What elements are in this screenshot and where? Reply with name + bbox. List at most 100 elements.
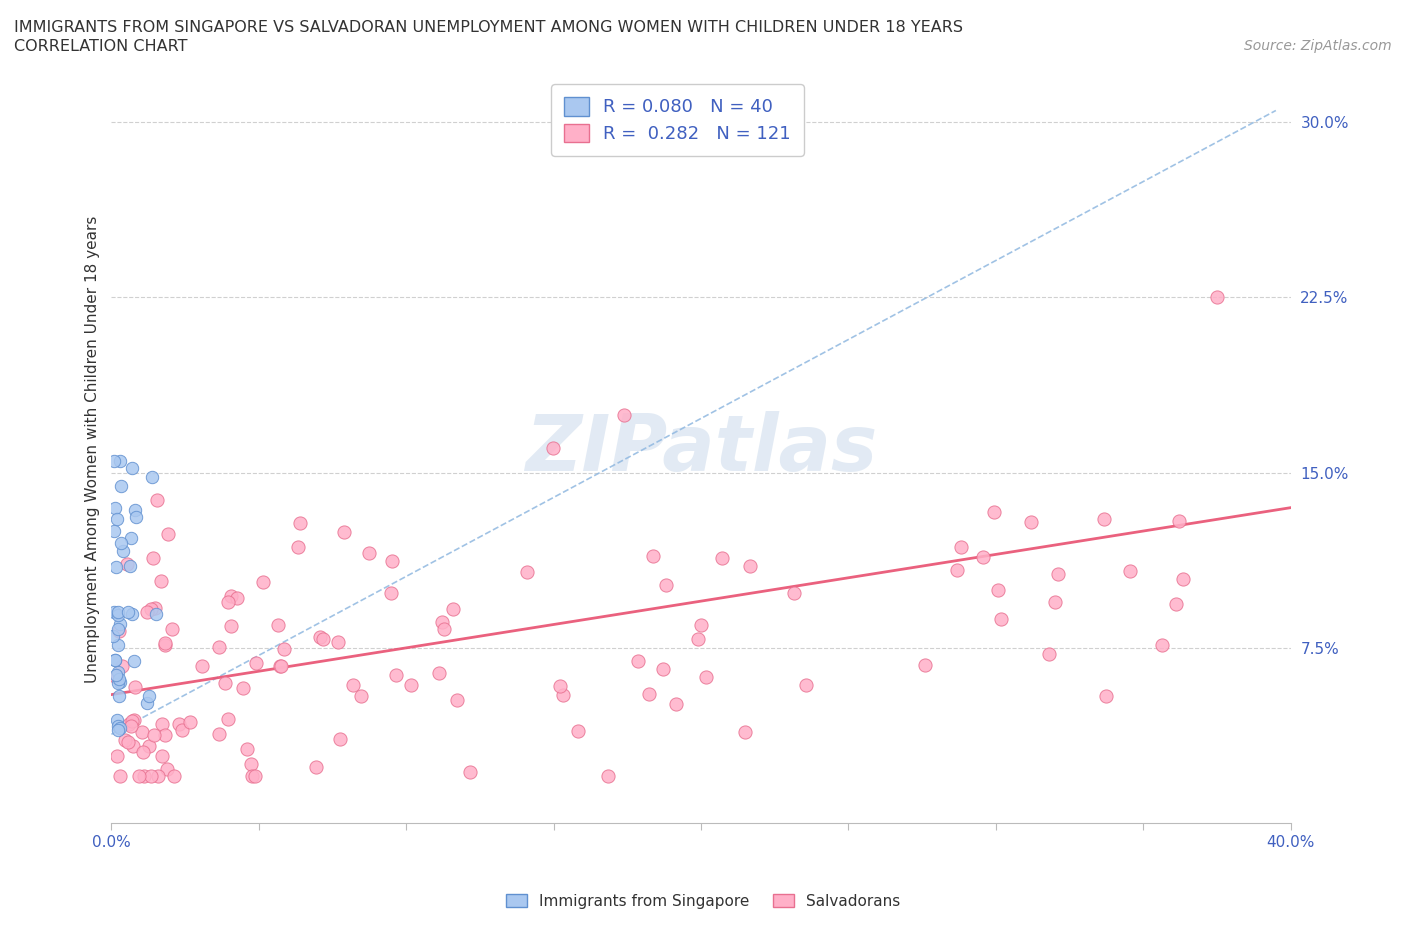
Point	[105, 512, 128, 526]
Point	[122, 654, 145, 669]
Point	[270, 658, 292, 673]
Point	[381, 553, 404, 568]
Point	[1206, 290, 1229, 305]
Point	[441, 602, 464, 617]
Point	[688, 631, 710, 646]
Point	[273, 642, 295, 657]
Point	[104, 653, 127, 668]
Point	[117, 604, 139, 619]
Point	[217, 594, 239, 609]
Point	[107, 607, 129, 622]
Point	[107, 676, 129, 691]
Point	[794, 678, 817, 693]
Point	[458, 764, 481, 779]
Point	[1038, 647, 1060, 662]
Point	[326, 634, 349, 649]
Point	[146, 493, 169, 508]
Point	[516, 565, 538, 579]
Point	[950, 539, 973, 554]
Point	[567, 724, 589, 738]
Point	[110, 769, 132, 784]
Point	[120, 530, 142, 545]
Point	[139, 602, 162, 617]
Point	[120, 719, 142, 734]
Point	[122, 712, 145, 727]
Point	[105, 668, 128, 683]
Point	[111, 543, 134, 558]
Point	[143, 601, 166, 616]
Point	[108, 674, 131, 689]
Point	[288, 516, 311, 531]
Point	[312, 631, 335, 646]
Point	[108, 454, 131, 469]
Point	[121, 460, 143, 475]
Point	[1167, 513, 1189, 528]
Point	[734, 724, 756, 739]
Point	[160, 621, 183, 636]
Point	[104, 653, 127, 668]
Point	[1043, 595, 1066, 610]
Point	[1092, 512, 1115, 526]
Point	[107, 621, 129, 636]
Point	[121, 607, 143, 622]
Point	[983, 504, 1005, 519]
Point	[219, 589, 242, 604]
Point	[380, 586, 402, 601]
Point	[1019, 514, 1042, 529]
Point	[433, 622, 456, 637]
Point	[269, 658, 291, 673]
Point	[740, 559, 762, 574]
Point	[115, 556, 138, 571]
Point	[240, 769, 263, 784]
Point	[350, 688, 373, 703]
Text: CORRELATION CHART: CORRELATION CHART	[14, 39, 187, 54]
Point	[543, 441, 565, 456]
Text: IMMIGRANTS FROM SINGAPORE VS SALVADORAN UNEMPLOYMENT AMONG WOMEN WITH CHILDREN U: IMMIGRANTS FROM SINGAPORE VS SALVADORAN …	[14, 20, 963, 35]
Point	[139, 769, 162, 784]
Point	[107, 665, 129, 680]
Point	[990, 611, 1012, 626]
Text: ZIPatlas: ZIPatlas	[524, 411, 877, 487]
Point	[305, 760, 328, 775]
Point	[145, 607, 167, 622]
Point	[103, 454, 125, 469]
Point	[329, 732, 352, 747]
Point	[150, 749, 173, 764]
Point	[208, 726, 231, 741]
Point	[385, 668, 408, 683]
Point	[132, 745, 155, 760]
Point	[1046, 566, 1069, 581]
Point	[155, 638, 177, 653]
Point	[101, 629, 124, 644]
Point	[596, 769, 619, 784]
Legend: Immigrants from Singapore, Salvadorans: Immigrants from Singapore, Salvadorans	[499, 887, 907, 915]
Point	[342, 677, 364, 692]
Legend: R = 0.080   N = 40, R =  0.282   N = 121: R = 0.080 N = 40, R = 0.282 N = 121	[551, 85, 804, 155]
Point	[108, 671, 131, 686]
Point	[103, 524, 125, 538]
Point	[121, 713, 143, 728]
Point	[1164, 596, 1187, 611]
Point	[1152, 638, 1174, 653]
Point	[179, 714, 201, 729]
Point	[214, 675, 236, 690]
Point	[149, 574, 172, 589]
Point	[107, 719, 129, 734]
Point	[163, 769, 186, 784]
Point	[226, 591, 249, 606]
Point	[1095, 689, 1118, 704]
Point	[156, 762, 179, 777]
Point	[104, 670, 127, 684]
Point	[107, 723, 129, 737]
Point	[136, 604, 159, 619]
Point	[972, 550, 994, 565]
Point	[987, 582, 1010, 597]
Point	[150, 717, 173, 732]
Point	[107, 604, 129, 619]
Point	[117, 735, 139, 750]
Point	[108, 624, 131, 639]
Point	[108, 720, 131, 735]
Point	[308, 630, 330, 644]
Point	[219, 619, 242, 634]
Point	[243, 769, 266, 784]
